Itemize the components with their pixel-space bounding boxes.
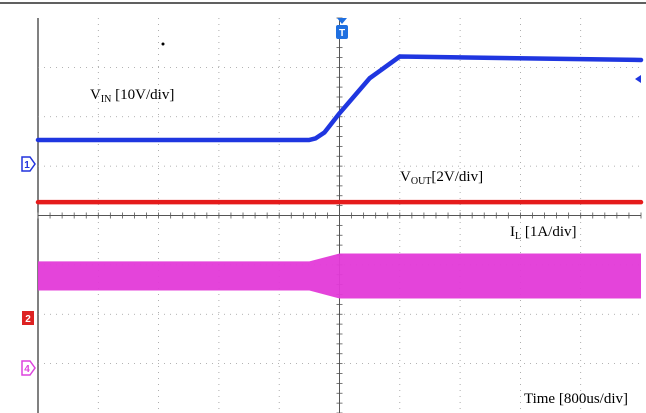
channel-4-marker: 4 (21, 360, 36, 376)
series-label-vout: VOUT[2V/div] (400, 169, 483, 187)
trace-band-l (38, 253, 641, 299)
series-label-il: IL [1A/div] (510, 224, 577, 242)
svg-text:2: 2 (25, 314, 31, 325)
trigger-label: T (339, 28, 345, 39)
grid (37, 17, 642, 413)
channel-2-marker: 2 (22, 311, 34, 325)
traces (35, 54, 644, 299)
series-label-vin: VIN [10V/div] (90, 87, 174, 105)
trace-in (35, 54, 644, 143)
x-axis-label: Time [800us/div] (524, 391, 628, 407)
dot-artifact (161, 42, 165, 46)
channel-1-marker: 1 (21, 156, 36, 172)
svg-text:1: 1 (24, 160, 30, 171)
svg-text:4: 4 (24, 364, 30, 375)
right-arrow-icon (635, 75, 641, 83)
trigger-marker-icon: T (336, 18, 348, 39)
